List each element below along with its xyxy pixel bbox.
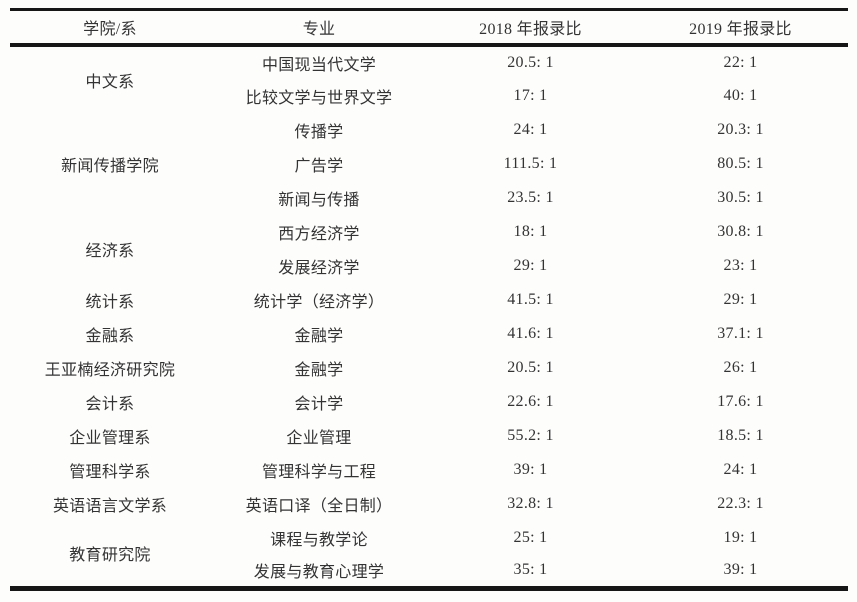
major-cell: 课程与教学论 [270,531,368,549]
major-cell: 新闻与传播 [278,191,360,209]
ratio-2018-cell: 17: 1 [513,86,548,104]
ratio-2019-cell: 30.5: 1 [717,188,764,206]
ratio-2019-cell: 40: 1 [723,86,758,104]
col-header-ratio-2018: 2018 年报录比 [479,20,582,38]
ratio-2019-cell: 19: 1 [723,528,758,546]
major-cell: 传播学 [294,123,344,141]
ratio-2018-cell: 20.5: 1 [507,358,554,376]
ratio-2019-cell: 22: 1 [723,53,758,71]
major-cell: 发展与教育心理学 [253,564,385,582]
ratio-2018-cell: 111.5: 1 [503,154,558,172]
table-row: 管理科学系 管理科学与工程 39: 1 24: 1 [10,453,848,487]
ratio-2018-cell: 20.5: 1 [507,53,554,71]
ratio-2018-cell: 41.5: 1 [507,290,554,308]
table-row: 新闻与传播 23.5: 1 30.5: 1 [10,181,848,215]
college-cell: 英语语言文学系 [52,497,168,515]
major-cell: 广告学 [294,157,344,175]
major-cell: 金融学 [294,327,344,345]
college-cell: 经济系 [85,242,135,260]
ratio-2019-cell: 26: 1 [723,358,758,376]
ratio-2019-cell: 37.1: 1 [717,324,764,342]
table-row: 英语语言文学系 英语口译（全日制） 32.8: 1 22.3: 1 [10,487,848,521]
college-cell: 王亚楠经济研究院 [44,361,176,379]
table-row: 金融系 金融学 41.6: 1 37.1: 1 [10,317,848,351]
col-header-college: 学院/系 [83,20,137,38]
table-row: 会计系 会计学 22.6: 1 17.6: 1 [10,385,848,419]
major-cell: 管理科学与工程 [261,463,377,481]
ratio-2019-cell: 20.3: 1 [717,120,764,138]
major-cell: 英语口译（全日制） [245,497,393,515]
col-header-major: 专业 [302,20,336,38]
table-row: 王亚楠经济研究院 金融学 20.5: 1 26: 1 [10,351,848,385]
college-cell: 统计系 [85,293,135,311]
college-cell: 新闻传播学院 [61,157,159,175]
ratio-2018-cell: 39: 1 [513,460,548,478]
table-row: 发展与教育心理学 35: 1 39: 1 [10,555,848,589]
ratio-2018-cell: 23.5: 1 [507,188,554,206]
table-row: 发展经济学 29: 1 23: 1 [10,249,848,283]
major-cell: 中国现当代文学 [261,56,377,74]
major-cell: 金融学 [294,361,344,379]
ratio-2019-cell: 80.5: 1 [717,154,764,172]
table-row: 比较文学与世界文学 17: 1 40: 1 [10,79,848,113]
ratio-2019-cell: 29: 1 [723,290,758,308]
ratio-2018-cell: 18: 1 [513,222,548,240]
table-row: 教育研究院 课程与教学论 25: 1 19: 1 [10,521,848,565]
ratio-2018-cell: 32.8: 1 [507,494,554,512]
college-cell: 教育研究院 [69,547,151,565]
table-row: 广告学 111.5: 1 80.5: 1 [10,147,848,181]
college-cell: 金融系 [85,327,135,345]
ratio-2019-cell: 22.3: 1 [717,494,764,512]
college-cell: 中文系 [85,73,135,91]
major-cell: 比较文学与世界文学 [245,89,393,107]
major-cell: 西方经济学 [278,225,360,243]
table-header-row: 学院/系 专业 2018 年报录比 2019 年报录比 [10,9,848,45]
table-row: 统计系 统计学（经济学） 41.5: 1 29: 1 [10,283,848,317]
table-header: 学院/系 专业 2018 年报录比 2019 年报录比 [10,9,848,45]
ratio-2018-cell: 55.2: 1 [507,426,554,444]
ratio-2019-cell: 17.6: 1 [717,392,764,410]
table-row: 企业管理系 企业管理 55.2: 1 18.5: 1 [10,419,848,453]
ratio-2018-cell: 35: 1 [513,561,548,579]
ratio-2019-cell: 30.8: 1 [717,222,764,240]
table-row: 新闻传播学院 传播学 24: 1 20.3: 1 [10,113,848,175]
major-cell: 企业管理 [286,429,352,447]
major-cell: 发展经济学 [278,259,360,277]
college-cell: 管理科学系 [69,463,151,481]
ratio-2019-cell: 39: 1 [723,561,758,579]
table-row: 经济系 西方经济学 18: 1 30.8: 1 [10,215,848,260]
table-body: 中文系 中国现当代文学 20.5: 1 22: 1 比较文学与世界文学 17: 1 40: … [10,45,848,589]
table-row: 中文系 中国现当代文学 20.5: 1 22: 1 [10,45,848,91]
col-header-ratio-2019: 2019 年报录比 [689,20,792,38]
major-cell: 统计学（经济学） [253,293,385,311]
ratio-2019-cell: 23: 1 [723,256,758,274]
college-cell: 企业管理系 [69,429,151,447]
ratio-2019-cell: 18.5: 1 [717,426,764,444]
ratio-2018-cell: 41.6: 1 [507,324,554,342]
ratio-2018-cell: 29: 1 [513,256,548,274]
admission-ratio-table: 学院/系 专业 2018 年报录比 2019 年报录比 中文系 中国现当代文学 20… [10,8,848,591]
ratio-2018-cell: 25: 1 [513,528,548,546]
major-cell: 会计学 [294,395,344,413]
ratio-2019-cell: 24: 1 [723,460,758,478]
ratio-2018-cell: 22.6: 1 [507,392,554,410]
ratio-2018-cell: 24: 1 [513,120,548,138]
college-cell: 会计系 [85,395,135,413]
